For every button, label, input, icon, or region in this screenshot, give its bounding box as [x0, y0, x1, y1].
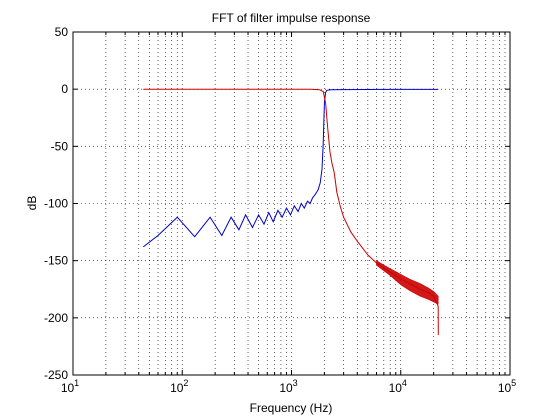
x-tick-label: 103	[279, 378, 297, 395]
ticks	[73, 31, 510, 376]
x-tick-label-base: 10	[61, 381, 75, 395]
x-tick-label: 105	[498, 378, 516, 395]
y-tick-labels: 50 0 -50 -100 -150 -200 -250	[44, 25, 68, 382]
x-tick-label-exponent: 1	[74, 378, 79, 388]
x-tick-label-exponent: 5	[511, 378, 516, 388]
series-layer	[142, 88, 439, 336]
x-tick-labels: 101 102 103 104 105	[61, 378, 516, 395]
y-tick-label: 50	[55, 25, 69, 39]
x-tick-label: 102	[170, 378, 188, 395]
x-tick-label-base: 10	[170, 381, 184, 395]
y-tick-label: 0	[61, 82, 68, 96]
y-tick-label: -200	[44, 311, 68, 325]
x-tick-label-exponent: 2	[183, 378, 188, 388]
x-axis-label: Frequency (Hz)	[250, 401, 333, 415]
x-tick-label: 101	[61, 378, 79, 395]
series-line-blue	[142, 88, 439, 248]
x-tick-label-base: 10	[389, 381, 403, 395]
y-tick-label: -150	[44, 254, 68, 268]
y-tick-label: -250	[44, 368, 68, 382]
x-tick-label-exponent: 3	[293, 378, 298, 388]
chart-title: FFT of filter impulse response	[212, 11, 371, 25]
x-tick-label: 104	[389, 378, 407, 395]
x-tick-label-base: 10	[498, 381, 512, 395]
y-tick-label: -50	[51, 139, 69, 153]
x-tick-label-base: 10	[279, 381, 293, 395]
y-axis-label: dB	[25, 196, 39, 211]
x-tick-label-exponent: 4	[402, 378, 407, 388]
plot-area	[73, 32, 510, 375]
series-line-red	[143, 88, 439, 336]
y-tick-label: -100	[44, 197, 68, 211]
